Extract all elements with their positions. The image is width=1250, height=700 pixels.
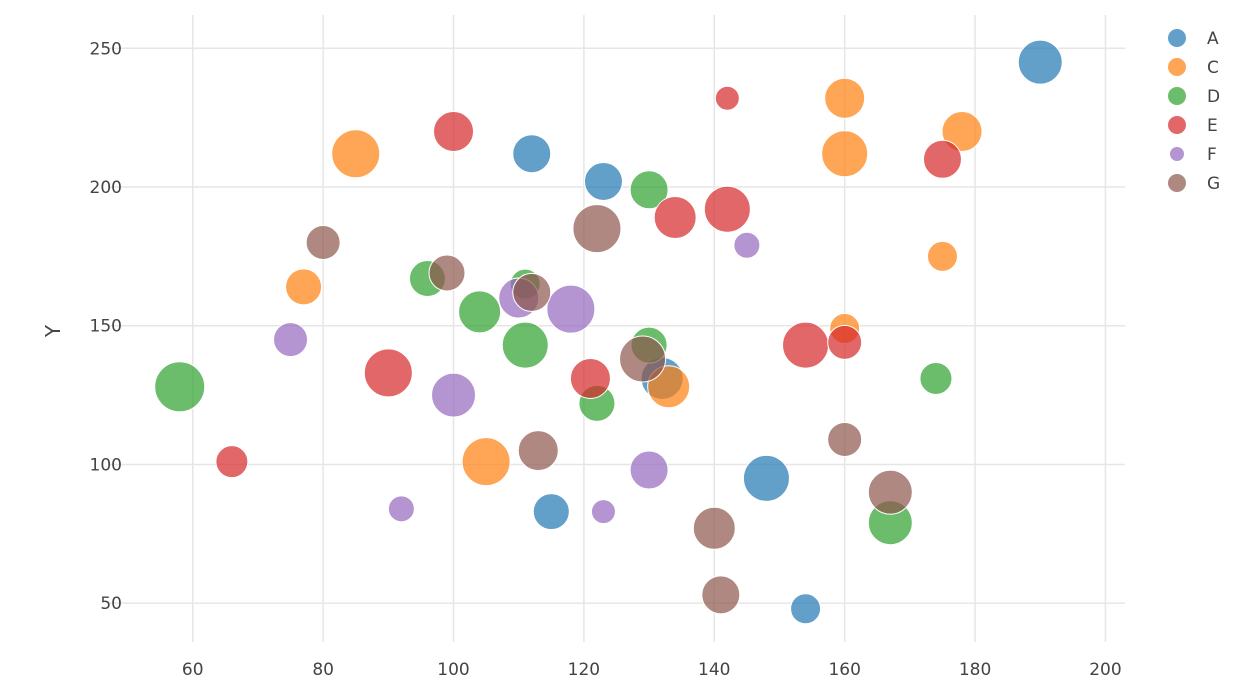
bubble-point-f[interactable] <box>629 450 669 490</box>
bubble-point-a[interactable] <box>583 161 623 201</box>
legend-item-e[interactable]: E <box>1168 116 1218 136</box>
bubble-point-a[interactable] <box>790 593 822 625</box>
bubble-point-e[interactable] <box>569 357 611 399</box>
bubble-point-a[interactable] <box>532 493 570 531</box>
legend-item-f[interactable]: F <box>1170 145 1217 165</box>
bubble-layer <box>154 39 1063 625</box>
bubble-point-e[interactable] <box>703 185 751 233</box>
bubble-point-g[interactable] <box>619 335 667 383</box>
legend-label: G <box>1207 174 1220 194</box>
bubble-point-e[interactable] <box>215 445 249 479</box>
legend-label: F <box>1207 145 1217 165</box>
legend-marker <box>1168 87 1186 105</box>
legend-marker <box>1168 116 1186 134</box>
bubble-point-g[interactable] <box>305 224 341 260</box>
x-tick-label: 100 <box>437 660 469 680</box>
bubble-point-e[interactable] <box>653 196 697 240</box>
bubble-point-c[interactable] <box>461 437 511 487</box>
x-tick-label: 200 <box>1089 660 1121 680</box>
bubble-point-a[interactable] <box>512 134 552 174</box>
legend-item-d[interactable]: D <box>1168 87 1220 107</box>
x-tick-label: 180 <box>959 660 991 680</box>
bubble-point-e[interactable] <box>827 324 863 360</box>
y-tick-label: 100 <box>90 455 122 475</box>
bubble-point-g[interactable] <box>512 272 552 312</box>
legend-item-c[interactable]: C <box>1168 58 1219 78</box>
bubble-point-e[interactable] <box>714 85 740 111</box>
bubble-point-d[interactable] <box>458 290 502 334</box>
legend-item-a[interactable]: A <box>1168 29 1219 49</box>
bubble-point-f[interactable] <box>387 495 415 523</box>
bubble-point-g[interactable] <box>572 204 622 254</box>
bubble-point-c[interactable] <box>824 77 866 119</box>
grid-layer <box>108 15 1125 642</box>
bubble-point-c[interactable] <box>926 240 958 272</box>
x-tick-label: 140 <box>698 660 730 680</box>
bubble-point-c[interactable] <box>941 111 983 153</box>
y-tick-label: 250 <box>90 39 122 59</box>
legend-marker <box>1168 29 1186 47</box>
bubble-point-g[interactable] <box>428 254 466 292</box>
legend-item-g[interactable]: G <box>1168 174 1220 194</box>
bubble-point-c[interactable] <box>285 268 323 306</box>
bubble-point-f[interactable] <box>590 499 616 525</box>
bubble-point-f[interactable] <box>431 372 477 418</box>
x-tick-label: 120 <box>568 660 600 680</box>
bubble-point-g[interactable] <box>517 430 559 472</box>
bubble-point-e[interactable] <box>922 139 962 179</box>
bubble-point-g[interactable] <box>827 421 863 457</box>
legend-marker <box>1170 147 1184 161</box>
bubble-point-g[interactable] <box>692 506 736 550</box>
y-axis-title: Y <box>41 324 65 338</box>
bubble-point-d[interactable] <box>919 361 953 395</box>
bubble-point-a[interactable] <box>742 454 790 502</box>
legend-label: C <box>1207 58 1219 78</box>
legend-label: A <box>1207 29 1219 49</box>
legend-label: D <box>1207 87 1220 107</box>
bubble-point-d[interactable] <box>154 361 206 413</box>
bubble-point-c[interactable] <box>821 130 869 178</box>
bubble-point-f[interactable] <box>546 284 596 334</box>
y-tick-label: 150 <box>90 317 122 337</box>
y-tick-label: 200 <box>90 178 122 198</box>
bubble-point-c[interactable] <box>331 129 381 179</box>
bubble-point-e[interactable] <box>782 321 830 369</box>
legend-marker <box>1168 58 1186 76</box>
bubble-point-g[interactable] <box>867 469 913 515</box>
y-tick-label: 50 <box>100 594 122 614</box>
legend-label: E <box>1207 116 1218 136</box>
x-tick-label: 60 <box>182 660 204 680</box>
bubble-point-d[interactable] <box>629 170 669 210</box>
bubble-point-e[interactable] <box>433 111 475 153</box>
bubble-point-f[interactable] <box>273 322 309 358</box>
tick-layer: 60 80 100 120 140 160 180 200 50 100 150 200 250 <box>90 39 1122 680</box>
bubble-point-g[interactable] <box>701 575 741 615</box>
x-tick-label: 160 <box>828 660 860 680</box>
legend-marker <box>1168 174 1186 192</box>
bubble-point-e[interactable] <box>363 348 413 398</box>
bubble-point-f[interactable] <box>733 231 761 259</box>
bubble-point-a[interactable] <box>1017 39 1063 85</box>
x-tick-label: 80 <box>312 660 334 680</box>
bubble-point-d[interactable] <box>501 321 549 369</box>
